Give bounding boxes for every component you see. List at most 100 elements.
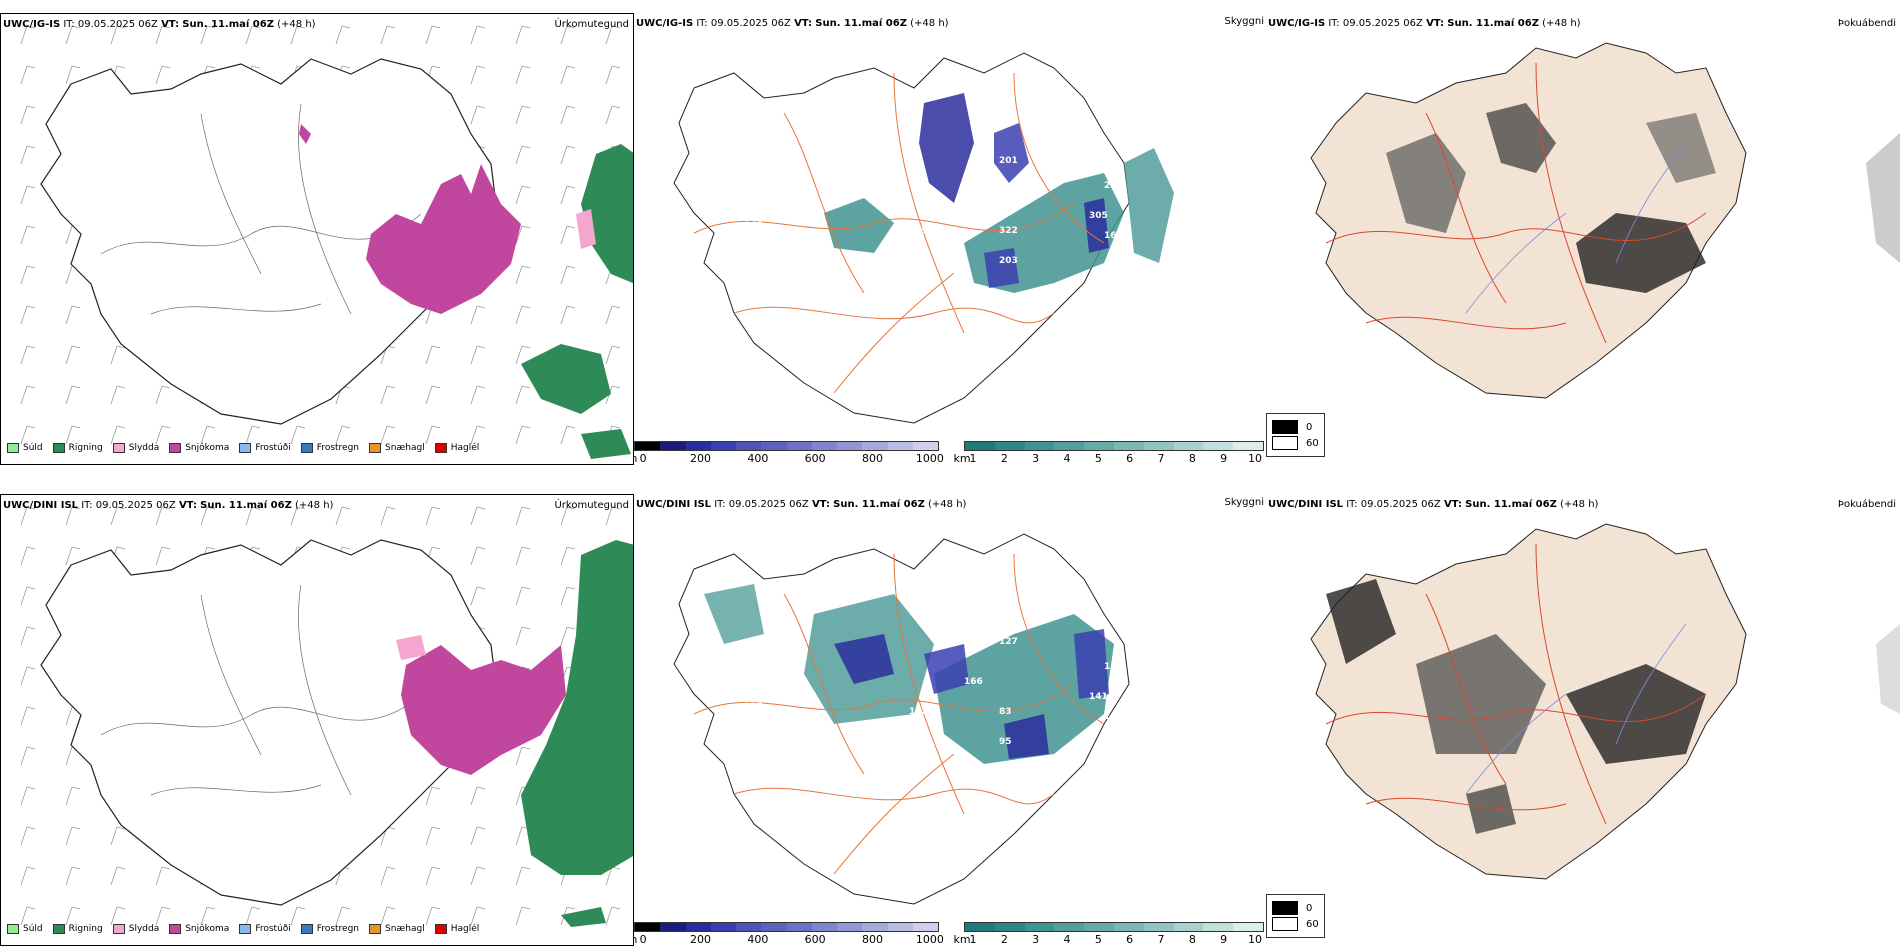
wind-barb-flag [521, 225, 531, 229]
wind-barb [425, 906, 433, 926]
wind-barb-flag [431, 546, 441, 550]
wind-barb [470, 65, 478, 85]
ceiling-value-label: 95 [999, 737, 1012, 747]
colorbar-step [1203, 442, 1234, 450]
wind-barb-flag [251, 546, 261, 550]
sleet-area [396, 635, 426, 660]
wind-barb-flag [71, 385, 81, 389]
colorbar-step [736, 923, 762, 931]
wind-barb-flag [521, 265, 531, 269]
wind-barb-flag [431, 25, 441, 29]
wind-barb-flag [26, 185, 36, 189]
colorbar-step [1084, 923, 1114, 931]
wind-barb [470, 826, 478, 846]
wind-barb [335, 25, 343, 45]
ceiling-value-label: 143 [744, 221, 763, 231]
panel-header: UWC/DINI ISL IT: 09.05.2025 06Z VT: Sun.… [1268, 499, 1598, 511]
colorbar-step [1054, 442, 1085, 450]
legend-label: Snjókoma [185, 443, 230, 453]
wind-barb [605, 506, 613, 526]
ceiling-value-label: 151 [799, 692, 818, 702]
fog-legend-item: 0 [1272, 901, 1319, 915]
wind-barb-flag [71, 826, 81, 830]
wind-barb-flag [476, 586, 486, 590]
wind-barb [290, 506, 298, 526]
wind-barb [470, 546, 478, 566]
model-name: UWC/IG-IS [1268, 18, 1326, 29]
wind-barb [515, 425, 523, 445]
colorbar-tick: 0 [639, 933, 647, 946]
legend-swatch [169, 924, 182, 934]
model-name: UWC/DINI ISL [636, 499, 712, 510]
colorbar-tick: 1 [969, 933, 977, 946]
ceiling-colorbar: m0 200 400 600 800 1000 [634, 441, 944, 465]
ceiling-value-label: 112 [874, 256, 893, 266]
wind-barb [245, 506, 253, 526]
wind-barb-flag [431, 65, 441, 69]
legend-label: Haglél [450, 443, 480, 453]
legend-label: Súld [23, 924, 43, 934]
wind-barb-flag [611, 385, 621, 389]
wind-barb [200, 906, 208, 926]
wind-barb-flag [566, 906, 576, 910]
fog-shade [1386, 133, 1466, 233]
colorbar-tick: 10 [1248, 933, 1262, 946]
wind-barb [515, 265, 523, 285]
colorbar-tick: 4 [1063, 933, 1071, 946]
wind-barb-flag [206, 65, 216, 69]
wind-barb-flag [476, 425, 486, 429]
fog-map [1310, 42, 1900, 399]
wind-barb-flag [476, 906, 486, 910]
wind-barb-flag [71, 65, 81, 69]
wind-barb-flag [476, 385, 486, 389]
wind-barb-flag [386, 425, 396, 429]
wind-barb [515, 586, 523, 606]
wind-barb [20, 25, 28, 45]
ceiling-value-label: 322 [999, 226, 1018, 236]
wind-barb [515, 345, 523, 365]
wind-barb-flag [521, 906, 531, 910]
wind-barb-flag [386, 866, 396, 870]
ceiling-colorbar: m0 200 400 600 800 1000 [634, 922, 944, 946]
wind-barb [335, 425, 343, 445]
wind-barb-flag [341, 546, 351, 550]
wind-barb-flag [26, 906, 36, 910]
wind-barb-flag [611, 25, 621, 29]
colorbar-tick: 0 [639, 452, 647, 465]
wind-barb [425, 385, 433, 405]
wind-barb [605, 105, 613, 125]
colorbar-tick: 1000 [915, 452, 944, 465]
wind-barb [245, 25, 253, 45]
wind-barb [290, 25, 298, 45]
wind-barb-flag [71, 506, 81, 510]
wind-barb [515, 906, 523, 926]
legend-item-frostregn: Frostregn [300, 923, 359, 935]
colorbar-tick: 400 [747, 452, 769, 465]
roads [693, 553, 1105, 875]
wind-barb-flag [296, 506, 306, 510]
wind-barb [470, 425, 478, 445]
wind-barb [560, 626, 568, 646]
wind-barb [65, 225, 73, 245]
wind-barb-flag [26, 826, 36, 830]
roads [100, 103, 422, 315]
wind-barb-flag [476, 546, 486, 550]
colorbar-tick: 400 [747, 933, 769, 946]
ceiling-value-label: 305 [1089, 211, 1108, 221]
wind-barb-flag [26, 546, 36, 550]
fog-legend-item: 0 [1272, 420, 1319, 434]
wind-barb-flag [251, 425, 261, 429]
fog-legend-label: 0 [1306, 902, 1313, 914]
legend-label: Haglél [450, 924, 480, 934]
legend-label: Slydda [128, 924, 160, 934]
wind-barb [65, 746, 73, 766]
wind-barb-flag [566, 105, 576, 109]
wind-barb [470, 105, 478, 125]
colorbar-step [965, 923, 995, 931]
wind-barb-flag [26, 345, 36, 349]
colorbar-step [1233, 923, 1263, 931]
wind-barb [20, 385, 28, 405]
wind-barb-flag [521, 586, 531, 590]
legend-swatch [300, 443, 313, 453]
roads [693, 72, 1105, 394]
